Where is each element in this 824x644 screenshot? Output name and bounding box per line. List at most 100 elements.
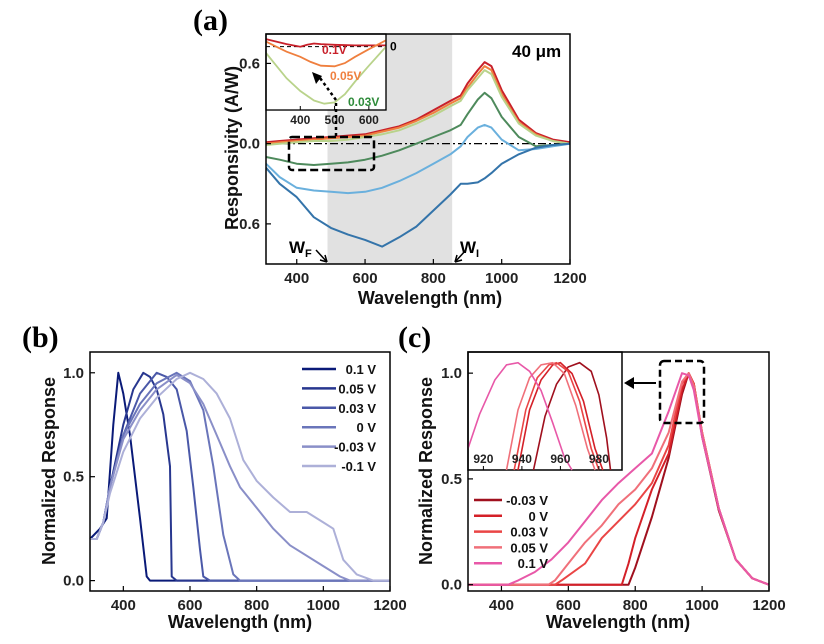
inset-bias-label: 0.1V xyxy=(322,43,347,57)
y-axis-label-c: Normalized Response xyxy=(416,377,436,565)
inset-zero-label: 0 xyxy=(390,40,397,54)
panel-label-a: (a) xyxy=(193,4,228,37)
legend-label: 0.1 V xyxy=(346,362,377,377)
legend-label: 0 V xyxy=(528,509,548,524)
legend-label: -0.1 V xyxy=(341,459,376,474)
series-line-3 xyxy=(265,69,571,146)
x-tick-label: 1000 xyxy=(307,597,340,614)
legend: -0.03 V0 V0.03 V0.05 V0.1 V xyxy=(474,493,548,571)
zoom-arrowhead xyxy=(312,72,322,84)
inset-series-line-4 xyxy=(505,361,596,471)
inset-series-line-3 xyxy=(513,361,600,471)
inset-bias-label: 0.05V xyxy=(330,69,361,83)
legend-label: 0.1 V xyxy=(518,556,549,571)
series-line-5 xyxy=(265,123,571,195)
zoom-connector xyxy=(318,77,338,136)
inset-x-tick-label: 940 xyxy=(512,452,532,466)
wf-arrow xyxy=(315,249,328,263)
zoom-box xyxy=(658,359,706,425)
inset-series-line-1 xyxy=(532,361,612,471)
panel-a: (a) 0 0.1V 0.05V 0.03V 400 500 600 400 600 800 10… xyxy=(193,4,587,308)
inset-x-tick-label: 920 xyxy=(473,452,493,466)
legend-label: 0.05 V xyxy=(510,540,548,555)
legend-label: 0.03 V xyxy=(510,525,548,540)
y-tick-label: 0.0 xyxy=(239,136,260,153)
x-tick-label: 600 xyxy=(353,270,378,287)
y-tick-label: 0.5 xyxy=(63,469,84,486)
wi-label: WI xyxy=(460,238,479,260)
y-tick-label: 0.0 xyxy=(441,577,462,594)
inset-x-tick-label: 960 xyxy=(550,452,570,466)
inset: 920 940 960 980 xyxy=(467,351,623,471)
y-axis-label-a: Responsivity (A/W) xyxy=(222,66,242,230)
inset-series-line-5 xyxy=(467,361,573,471)
legend-label: 0 V xyxy=(356,420,376,435)
thickness-label: 40 μm xyxy=(512,42,561,61)
y-tick-label: 0.6 xyxy=(239,216,260,233)
plot-frame-c xyxy=(467,351,770,592)
y-tick-label: 1.0 xyxy=(63,365,84,382)
axis-ticks: 400 600 800 1000 1200 0.6 0.0 0.6 xyxy=(239,55,587,287)
x-tick-label: 1200 xyxy=(752,597,785,614)
x-axis-label-a: Wavelength (nm) xyxy=(358,288,502,308)
y-tick-label: 0.0 xyxy=(63,573,84,590)
zoom-box xyxy=(287,135,376,172)
inset-series-line-2 xyxy=(517,361,604,471)
y-tick-label: 0.6 xyxy=(239,55,260,72)
plot-frame-b xyxy=(89,351,391,592)
zoom-arrowhead xyxy=(624,377,634,389)
x-tick-label: 400 xyxy=(284,270,309,287)
wf-arrowhead xyxy=(319,254,328,263)
x-tick-label: 800 xyxy=(623,597,648,614)
inset-series-line-1 xyxy=(265,38,386,48)
x-axis-label-b: Wavelength (nm) xyxy=(168,612,312,632)
legend-label: 0.05 V xyxy=(338,381,376,396)
panel-c: (c) 920 940 960 980 400 600 800 1000 1200 0.0 0.5… xyxy=(398,321,786,632)
series-line-5 xyxy=(90,373,390,582)
wf-subscript: F xyxy=(305,248,312,260)
plot-frame-a xyxy=(265,33,571,265)
series-line-5 xyxy=(468,372,770,586)
inset-x-tick-label: 980 xyxy=(589,452,609,466)
y-tick-label: 1.0 xyxy=(441,365,462,382)
y-tick-label: 0.5 xyxy=(441,471,462,488)
inset-x-tick-label: 500 xyxy=(325,113,345,127)
wi-arrowhead xyxy=(454,254,463,263)
x-tick-label: 800 xyxy=(421,270,446,287)
x-tick-label: 1000 xyxy=(485,270,518,287)
legend-label: -0.03 V xyxy=(334,440,376,455)
series-line-6 xyxy=(90,371,390,582)
x-tick-label: 1000 xyxy=(685,597,718,614)
x-tick-label: 600 xyxy=(177,597,202,614)
series-line-2 xyxy=(265,65,571,145)
legend-label: 0.03 V xyxy=(338,401,376,416)
x-tick-label: 400 xyxy=(111,597,136,614)
inset-x-tick-label: 400 xyxy=(290,113,310,127)
x-tick-label: 1200 xyxy=(373,597,406,614)
panel-label-c: (c) xyxy=(398,321,431,354)
panel-b: (b) 400 600 800 1000 1200 0.0 0.5 1.0 0.1 V 0.05… xyxy=(22,321,407,632)
series-group xyxy=(89,371,390,582)
panel-label-b: (b) xyxy=(22,321,59,354)
series-group xyxy=(468,372,770,586)
axis-ticks: 400 600 800 1000 1200 0.0 0.5 1.0 xyxy=(441,365,786,614)
x-tick-label: 1200 xyxy=(553,270,586,287)
inset-bias-label: 0.03V xyxy=(348,95,379,109)
wf-label: WF xyxy=(289,238,312,260)
inset-background xyxy=(266,34,386,110)
x-tick-label: 800 xyxy=(244,597,269,614)
series-line-4 xyxy=(265,91,571,166)
wf-letter: W xyxy=(289,238,306,257)
inset-series-group: 0 0.1V 0.05V 0.03V 400 500 600 xyxy=(265,33,397,127)
inset-x-tick-label: 600 xyxy=(359,113,379,127)
axis-ticks: 400 600 800 1000 1200 0.0 0.5 1.0 xyxy=(63,365,407,614)
legend-label: -0.03 V xyxy=(506,493,548,508)
y-axis-label-b: Normalized Response xyxy=(39,377,59,565)
inset-series-line-2 xyxy=(265,39,387,68)
wi-subscript: I xyxy=(476,248,479,260)
legend: 0.1 V 0.05 V 0.03 V 0 V -0.03 V -0.1 V xyxy=(302,362,376,474)
series-line-6 xyxy=(265,142,571,248)
x-axis-label-c: Wavelength (nm) xyxy=(546,612,690,632)
inset-series-line-3 xyxy=(265,46,387,105)
